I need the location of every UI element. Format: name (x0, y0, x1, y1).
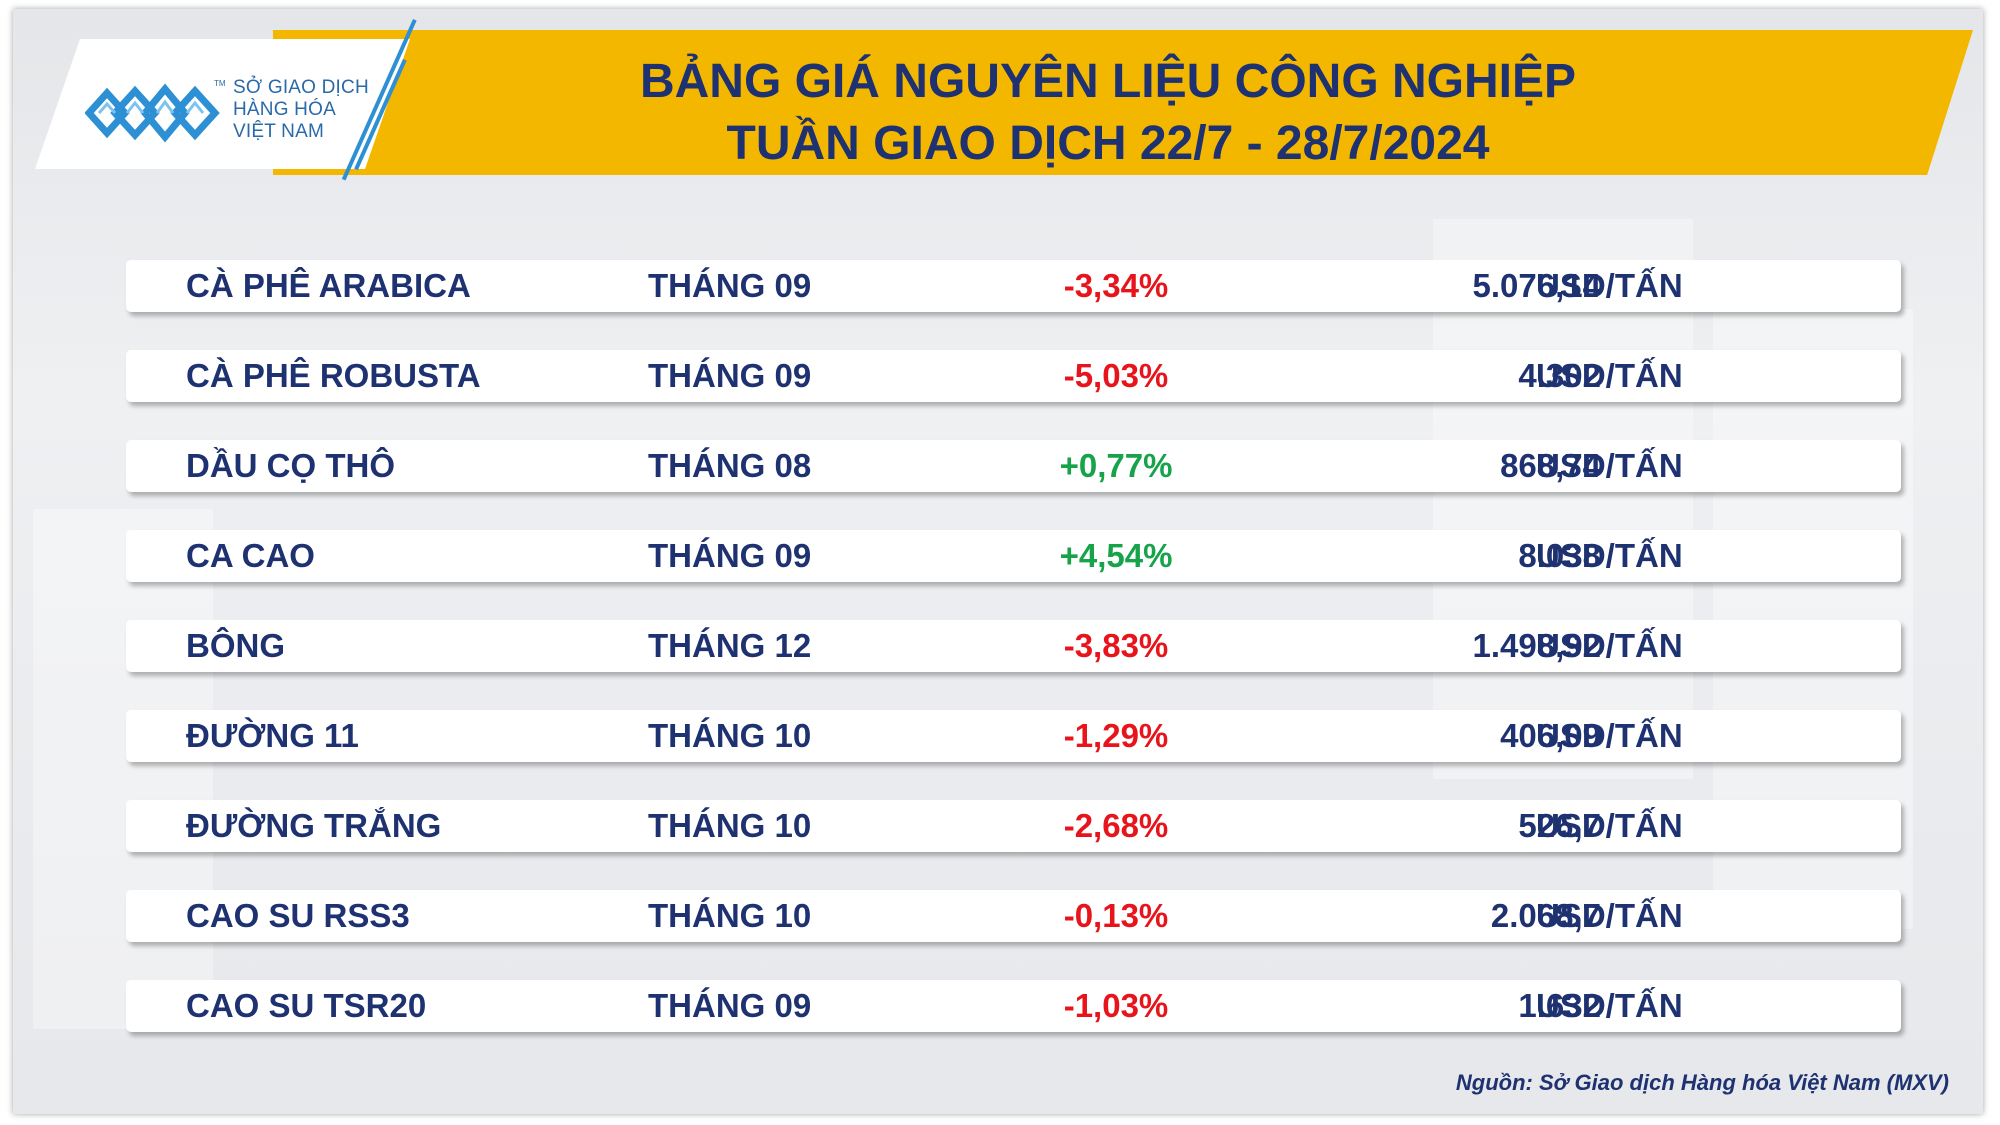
table-row: CAO SU TSR20 THÁNG 09 -1,03% 1.632 USD/TẤN (126, 980, 1901, 1032)
price-unit: USD/TẤN (1536, 807, 1683, 844)
logo-text: SỞ GIAO DỊCH HÀNG HÓA VIỆT NAM (233, 77, 369, 143)
logo-trademark: TM (214, 79, 226, 88)
contract-month: THÁNG 08 (648, 447, 812, 484)
commodity-name: CAO SU RSS3 (186, 897, 410, 934)
contract-month: THÁNG 09 (648, 267, 812, 304)
commodity-name: ĐƯỜNG TRẮNG (186, 807, 442, 844)
contract-month: THÁNG 10 (648, 897, 812, 934)
price-unit: USD/TẤN (1536, 537, 1683, 574)
logo-text-line: SỞ GIAO DỊCH (233, 77, 369, 98)
weekly-change: -3,83% (1063, 627, 1169, 664)
weekly-change: -5,03% (1063, 357, 1169, 394)
closing-price: 4.302 (1518, 357, 1601, 394)
table-row: ĐƯỜNG TRẮNG THÁNG 10 -2,68% 526,7 USD/TẤN (126, 800, 1901, 852)
closing-price: 1.498,92 (1472, 627, 1601, 664)
closing-price: 5.076,14 (1472, 267, 1601, 304)
weekly-change: -0,13% (1063, 897, 1169, 934)
commodity-name: BÔNG (186, 627, 285, 664)
logo-text-line: HÀNG HÓA (233, 99, 336, 120)
commodity-name: CÀ PHÊ ARABICA (186, 267, 471, 304)
commodity-name: CAO SU TSR20 (186, 987, 427, 1024)
contract-month: THÁNG 12 (648, 627, 812, 664)
price-unit: USD/TẤN (1536, 267, 1683, 304)
contract-month: THÁNG 09 (648, 537, 812, 574)
commodity-name: CÀ PHÊ ROBUSTA (186, 357, 481, 394)
table-row: CÀ PHÊ ARABICA THÁNG 09 -3,34% 5.076,14 USD/… (126, 260, 1901, 312)
closing-price: 8.038 (1518, 537, 1601, 574)
closing-price: 1.632 (1518, 987, 1601, 1024)
title-line-1: BẢNG GIÁ NGUYÊN LIỆU CÔNG NGHIỆP (639, 55, 1577, 108)
header-band (273, 30, 1973, 175)
table-row: DẦU CỌ THÔ THÁNG 08 +0,77% 868,74 USD/TẤN (126, 440, 1901, 492)
closing-price: 868,74 (1500, 447, 1601, 484)
commodity-name: ĐƯỜNG 11 (186, 717, 359, 754)
source-note: Nguồn: Sở Giao dịch Hàng hóa Việt Nam (M… (1455, 1070, 1949, 1095)
contract-month: THÁNG 10 (648, 807, 812, 844)
contract-month: THÁNG 09 (648, 987, 812, 1024)
closing-price: 2.068,7 (1490, 897, 1601, 934)
price-unit: USD/TẤN (1536, 357, 1683, 394)
contract-month: THÁNG 09 (648, 357, 812, 394)
contract-month: THÁNG 10 (648, 717, 812, 754)
background-decoration (33, 509, 213, 1029)
closing-price: 526,7 (1518, 807, 1601, 844)
weekly-change: -1,29% (1063, 717, 1169, 754)
page-title: BẢNG GIÁ NGUYÊN LIỆU CÔNG NGHIỆP TUẦN GI… (433, 51, 1783, 175)
weekly-change: -2,68% (1063, 807, 1169, 844)
table-row: BÔNG THÁNG 12 -3,83% 1.498,92 USD/TẤN (126, 620, 1901, 672)
table-row: CA CAO THÁNG 09 +4,54% 8.038 USD/TẤN (126, 530, 1901, 582)
background-decoration (1433, 219, 1693, 779)
table-row: CAO SU RSS3 THÁNG 10 -0,13% 2.068,7 USD/TẤN (126, 890, 1901, 942)
price-unit: USD/TẤN (1536, 987, 1683, 1024)
weekly-change: +4,54% (1059, 537, 1173, 574)
price-unit: USD/TẤN (1536, 897, 1683, 934)
mxv-logo-icon (85, 83, 220, 143)
weekly-change: -3,34% (1063, 267, 1169, 304)
price-unit: USD/TẤN (1536, 717, 1683, 754)
weekly-change: -1,03% (1063, 987, 1169, 1024)
title-line-2: TUẦN GIAO DỊCH 22/7 - 28/7/2024 (726, 117, 1490, 170)
table-row: ĐƯỜNG 11 THÁNG 10 -1,29% 406,09 USD/TẤN (126, 710, 1901, 762)
logo-text-line: VIỆT NAM (233, 121, 324, 142)
weekly-change: +0,77% (1059, 447, 1173, 484)
commodity-name: DẦU CỌ THÔ (186, 447, 395, 484)
price-unit: USD/TẤN (1536, 627, 1683, 664)
closing-price: 406,09 (1500, 717, 1601, 754)
infographic-frame: TM SỞ GIAO DỊCH HÀNG HÓA VIỆT NAM BẢNG G… (13, 9, 1983, 1114)
commodity-name: CA CAO (186, 537, 315, 574)
table-row: CÀ PHÊ ROBUSTA THÁNG 09 -5,03% 4.302 USD/TẤN (126, 350, 1901, 402)
price-unit: USD/TẤN (1536, 447, 1683, 484)
